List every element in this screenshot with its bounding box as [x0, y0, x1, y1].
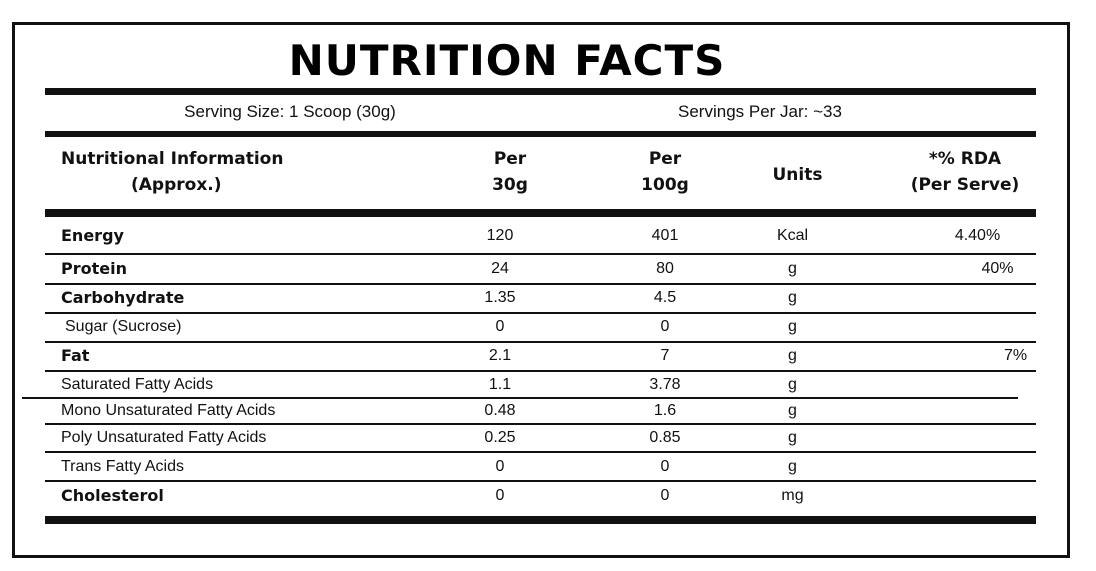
row-divider [45, 480, 1036, 482]
row-divider [45, 423, 1036, 425]
header-per-30g: Per 30g [460, 146, 560, 198]
servings-per-jar: Servings Per Jar: ~33 [678, 102, 842, 121]
cell-name: Carbohydrate [61, 288, 185, 307]
cell-per100: 0 [660, 458, 670, 475]
cell-unit: g [788, 376, 797, 393]
header-thick-rule [45, 209, 1036, 217]
cell-per30: 0 [495, 458, 505, 475]
cell-rda: 40% [981, 260, 1014, 277]
cell-per100: 0.85 [649, 429, 681, 446]
top-thick-rule [45, 88, 1036, 95]
header-per-30g-line2: 30g [492, 175, 528, 195]
cell-unit: mg [781, 487, 804, 504]
cell-name: Poly Unsaturated Fatty Acids [61, 429, 267, 446]
cell-per30: 0 [495, 318, 505, 335]
cell-unit: g [788, 289, 797, 306]
row-divider [45, 312, 1036, 314]
cell-per100: 0 [660, 318, 670, 335]
cell-name: Trans Fatty Acids [61, 458, 184, 475]
cell-name: Fat [61, 346, 90, 365]
cell-name: Mono Unsaturated Fatty Acids [61, 402, 276, 419]
cell-per100: 80 [656, 260, 674, 277]
cell-name: Protein [61, 259, 127, 278]
cell-rda: 7% [1003, 347, 1028, 364]
page-title: NUTRITION FACTS [288, 36, 726, 85]
cell-per30: 120 [486, 227, 514, 244]
cell-per30: 0.48 [484, 402, 516, 419]
cell-name: Energy [61, 226, 124, 245]
header-per-30g-line1: Per [493, 149, 527, 169]
row-divider [45, 283, 1036, 285]
header-per-100g-line1: Per [648, 149, 682, 169]
cell-per30: 24 [491, 260, 509, 277]
cell-unit: g [788, 347, 797, 364]
cell-per100: 4.5 [653, 289, 677, 306]
label-frame [12, 22, 1070, 558]
header-nutritional-info-line1: Nutritional Information [61, 149, 284, 169]
row-divider [22, 397, 1018, 399]
header-nutritional-info-line2: (Approx.) [131, 175, 222, 195]
header-per-100g-line2: 100g [641, 175, 689, 195]
row-divider [45, 370, 1036, 372]
cell-per30: 0.25 [484, 429, 516, 446]
header-per-100g: Per 100g [615, 146, 715, 198]
bottom-thick-rule [45, 516, 1036, 524]
header-rda-line2: (Per Serve) [910, 175, 1020, 195]
header-units-line1: Units [772, 165, 823, 185]
cell-name: Sugar (Sucrose) [65, 318, 182, 335]
cell-per30: 0 [495, 487, 505, 504]
cell-per30: 2.1 [488, 347, 512, 364]
row-divider [45, 451, 1036, 453]
row-divider [45, 253, 1036, 255]
header-nutritional-info: Nutritional Information (Approx.) [61, 146, 361, 198]
header-rda: *% RDA (Per Serve) [895, 146, 1035, 198]
cell-unit: g [788, 458, 797, 475]
cell-per100: 7 [660, 347, 670, 364]
row-divider [45, 341, 1036, 343]
cell-name: Cholesterol [61, 486, 164, 505]
cell-rda: 4.40% [954, 227, 1001, 244]
cell-name: Saturated Fatty Acids [61, 376, 214, 393]
cell-per100: 3.78 [649, 376, 681, 393]
cell-per100: 1.6 [653, 402, 677, 419]
cell-unit: g [788, 260, 797, 277]
cell-per100: 401 [651, 227, 679, 244]
cell-per30: 1.1 [488, 376, 512, 393]
cell-unit: g [788, 318, 797, 335]
serving-size: Serving Size: 1 Scoop (30g) [184, 102, 396, 121]
serving-rule [45, 131, 1036, 137]
header-units: Units [745, 162, 850, 188]
cell-unit: Kcal [776, 227, 809, 244]
header-rda-line1: *% RDA [928, 149, 1002, 169]
cell-unit: g [788, 429, 797, 446]
cell-per100: 0 [660, 487, 670, 504]
cell-per30: 1.35 [484, 289, 516, 306]
cell-unit: g [788, 402, 797, 419]
